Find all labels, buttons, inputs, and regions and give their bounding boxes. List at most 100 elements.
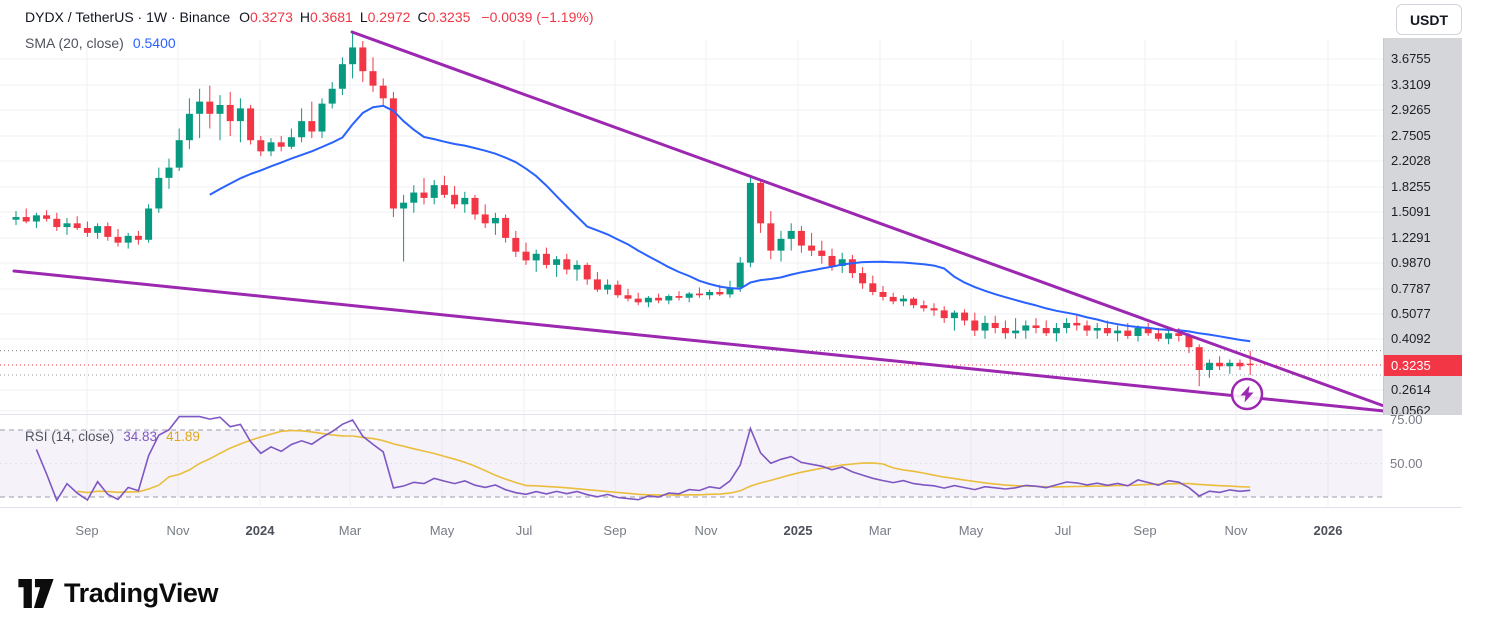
candle-body — [553, 259, 561, 265]
candle-body — [277, 142, 285, 147]
candle-body — [1175, 333, 1183, 336]
price-axis[interactable]: 3.6755 3.3109 2.9265 2.7505 2.2028 1.8255 1.50… — [1383, 38, 1462, 415]
candle-body — [889, 296, 897, 302]
candle-body — [961, 312, 969, 321]
symbol-title[interactable]: DYDX / TetherUS · 1W · Binance — [25, 9, 231, 25]
candle-body — [797, 230, 805, 246]
candle-body — [32, 215, 40, 222]
candle-body — [950, 312, 958, 319]
ohlc-values: O0.3273 H0.3681 L0.2972 C0.3235 — [239, 9, 470, 25]
candle-body — [175, 140, 183, 168]
candle-body — [655, 297, 663, 301]
candle-body — [22, 217, 30, 222]
candle-body — [236, 108, 244, 122]
candle-body — [43, 215, 51, 219]
candle-body — [451, 194, 459, 205]
candle-body — [216, 104, 224, 114]
time-axis-label: May — [958, 523, 984, 538]
candle-body — [461, 197, 469, 205]
price-axis-label: 0.0562 — [1391, 403, 1431, 415]
candle-body — [379, 85, 387, 99]
candle-body — [104, 226, 112, 237]
candle-body — [869, 283, 877, 292]
candle-body — [267, 142, 275, 152]
candle-body — [614, 284, 622, 296]
price-axis-label: 2.2028 — [1391, 153, 1431, 168]
candle-body — [1246, 363, 1254, 365]
sma-legend-name: SMA (20, close) — [25, 35, 124, 51]
candle-body — [736, 262, 744, 288]
candle-body — [859, 273, 867, 284]
candle-body — [257, 140, 265, 152]
candle-body — [848, 259, 856, 274]
candle-body — [389, 98, 397, 209]
candle-body — [155, 177, 163, 209]
candle-body — [1216, 362, 1224, 367]
candle-body — [134, 235, 142, 240]
candle-body — [1093, 327, 1101, 331]
rsi-legend-name: RSI (14, close) — [25, 429, 115, 444]
chart-canvas[interactable] — [0, 0, 1491, 556]
candle-body — [1144, 327, 1152, 334]
candle-body — [1012, 330, 1020, 334]
candle-body — [491, 217, 499, 224]
candle-body — [63, 223, 71, 228]
price-axis-label: 2.9265 — [1391, 102, 1431, 117]
candle-body — [899, 298, 907, 302]
candle-body — [542, 253, 550, 265]
ohlc-value: 0.3681 — [310, 9, 353, 25]
candle-body — [1236, 362, 1244, 367]
time-axis-label: Nov — [1224, 523, 1248, 538]
candle-body — [430, 185, 438, 198]
rsi-legend[interactable]: RSI (14, close) 34.83 41.89 — [25, 429, 200, 444]
sma-line — [209, 104, 1251, 343]
sma-legend[interactable]: SMA (20, close) 0.5400 — [25, 35, 176, 51]
candle-body — [196, 101, 204, 114]
candle-body — [593, 279, 601, 290]
candle-body — [308, 121, 316, 132]
candle-body — [1022, 325, 1030, 331]
candle-body — [879, 291, 887, 297]
time-axis-label: 2024 — [245, 523, 275, 538]
tradingview-logo-text: TradingView — [64, 578, 219, 608]
candle-body — [420, 192, 428, 198]
trendline-lower[interactable] — [12, 269, 1386, 413]
candle-body — [971, 320, 979, 331]
price-axis-label: 1.8255 — [1391, 179, 1431, 194]
candle-body — [767, 223, 775, 251]
candle-body — [563, 259, 571, 270]
candle-body — [114, 236, 122, 243]
candle-body — [828, 255, 836, 267]
candle-body — [165, 167, 173, 178]
candle-body — [1154, 333, 1162, 339]
candle-body — [991, 322, 999, 328]
candle-body — [746, 182, 754, 263]
last-price-tag: 0.3235 — [1384, 355, 1462, 376]
candle-body — [12, 217, 20, 220]
price-axis-label: 1.5091 — [1391, 204, 1431, 219]
candle-body — [981, 322, 989, 331]
time-axis[interactable]: Sep Nov 2024 Mar May Jul Sep Nov 2025 Mar May Jul Se… — [0, 507, 1462, 557]
ohlc-value: 0.3273 — [250, 9, 293, 25]
candle-body — [940, 310, 948, 319]
trendline-upper[interactable] — [350, 30, 1386, 408]
candle-body — [145, 208, 153, 240]
price-axis-label: 0.2614 — [1391, 382, 1431, 397]
candle-body — [1185, 335, 1193, 348]
candle-body — [522, 251, 530, 261]
candle-body — [716, 291, 724, 295]
time-axis-label: Jul — [515, 523, 533, 538]
time-axis-label: May — [429, 523, 455, 538]
candle-body — [287, 137, 295, 147]
candle-body — [400, 202, 408, 209]
candle-body — [94, 226, 102, 233]
candle-body — [910, 298, 918, 306]
currency-toggle-button[interactable]: USDT — [1396, 4, 1462, 35]
candle-body — [1134, 327, 1142, 336]
candle-body — [502, 217, 510, 238]
tradingview-logo[interactable]: TradingView — [18, 578, 219, 609]
rsi-legend-value: 34.83 — [123, 429, 158, 444]
candle-body — [298, 121, 306, 138]
candle-body — [440, 185, 448, 195]
time-axis-label: Mar — [868, 523, 892, 538]
